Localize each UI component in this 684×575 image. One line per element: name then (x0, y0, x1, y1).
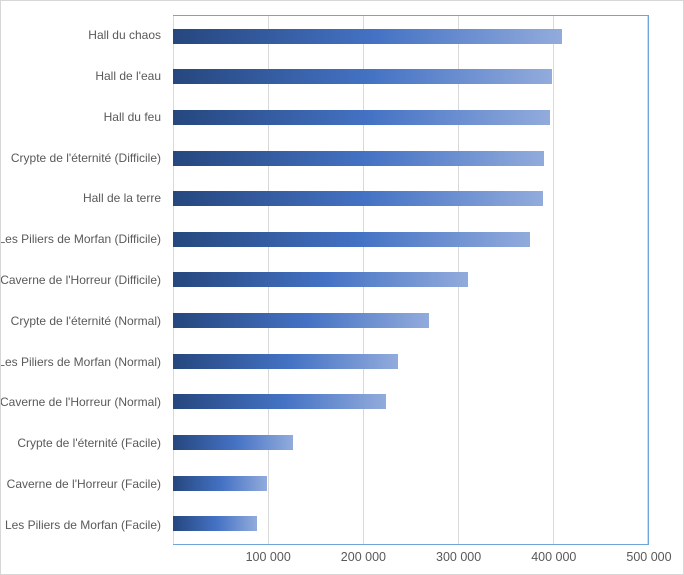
category-label: Crypte de l'éternité (Normal) (10, 313, 161, 328)
bar (173, 353, 399, 369)
bar-row (173, 300, 648, 341)
x-tick-label: 200 000 (340, 550, 386, 564)
x-tick-label: 500 000 (626, 550, 672, 564)
bar (173, 272, 468, 288)
bar (173, 475, 268, 491)
bar (173, 516, 257, 532)
bar (173, 434, 293, 450)
category-label: Caverne de l'Horreur (Facile) (6, 476, 161, 491)
gridline (553, 16, 554, 544)
bar-row (173, 463, 648, 504)
bar (173, 394, 386, 410)
bar-row (173, 138, 648, 179)
category-label: Hall du chaos (88, 28, 161, 43)
bar (173, 313, 429, 329)
x-tick-label: 100 000 (245, 550, 291, 564)
bar-row (173, 97, 648, 138)
plot-area (173, 15, 649, 545)
bar-row (173, 219, 648, 260)
bar (173, 28, 562, 44)
bar-row (173, 381, 648, 422)
bar-row (173, 503, 648, 544)
category-label: Hall de la terre (82, 191, 161, 206)
bar (173, 110, 551, 126)
category-label: Caverne de l'Horreur (Normal) (0, 395, 161, 410)
bar (173, 191, 543, 207)
category-label: Les Piliers de Morfan (Facile) (4, 517, 161, 532)
bar-row (173, 16, 648, 57)
bar-row (173, 422, 648, 463)
bar (173, 69, 553, 85)
bar-row (173, 57, 648, 98)
bar-row (173, 178, 648, 219)
x-tick-label: 400 000 (531, 550, 577, 564)
category-label: Hall du feu (103, 109, 161, 124)
category-label: Crypte de l'éternité (Difficile) (10, 150, 161, 165)
bar (173, 231, 531, 247)
gridline (647, 16, 648, 544)
category-label: Hall de l'eau (95, 69, 161, 84)
category-label: Crypte de l'éternité (Facile) (17, 436, 161, 451)
category-label: Les Piliers de Morfan (Difficile) (0, 232, 161, 247)
value-axis-labels: 100 000 200 000 300 000 400 000 500 000 (173, 550, 672, 570)
x-tick-label: 300 000 (436, 550, 482, 564)
bar-series (173, 16, 648, 544)
bar (173, 150, 545, 166)
category-label: Caverne de l'Horreur (Difficile) (0, 272, 161, 287)
category-label: Les Piliers de Morfan (Normal) (0, 354, 161, 369)
bar-row (173, 260, 648, 301)
category-axis-labels: Hall du chaos Hall de l'eau Hall du feu Cry… (1, 15, 167, 545)
bar-row (173, 341, 648, 382)
